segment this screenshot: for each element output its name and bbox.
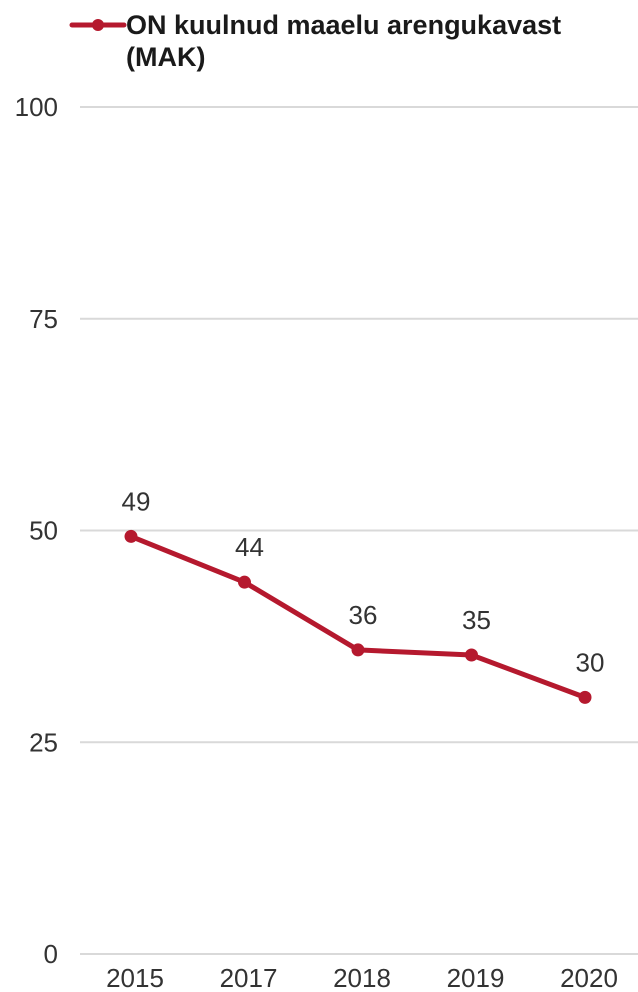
y-tick-label-25: 25 (29, 727, 58, 757)
data-label-2015: 49 (122, 486, 151, 516)
legend-series-marker (92, 19, 104, 31)
data-point-2020 (578, 690, 592, 704)
x-axis: 2015 2017 2018 2019 2020 (106, 963, 618, 992)
legend-series-label-line-2: (MAK) (126, 42, 205, 72)
y-tick-label-50: 50 (29, 516, 58, 546)
data-labels: 49 44 36 35 30 (122, 486, 605, 677)
data-label-2018: 36 (349, 600, 378, 630)
data-label-2019: 35 (462, 605, 491, 635)
y-axis: 0 25 50 75 100 (15, 92, 58, 969)
data-point-2015 (124, 529, 138, 543)
data-point-2017 (238, 575, 251, 589)
y-tick-label-100: 100 (15, 92, 58, 122)
series-group (124, 529, 592, 704)
x-tick-label-2015: 2015 (106, 963, 164, 992)
legend-series-label-line-1: ON kuulnud maaelu arengukavast (126, 10, 561, 40)
x-tick-label-2020: 2020 (560, 963, 618, 992)
data-label-2017: 44 (235, 532, 264, 562)
y-tick-label-0: 0 (44, 939, 58, 969)
x-tick-label-2018: 2018 (333, 963, 391, 992)
legend: ON kuulnud maaelu arengukavast (MAK) (69, 10, 561, 72)
data-point-2019 (465, 648, 478, 662)
x-tick-label-2019: 2019 (447, 963, 505, 992)
y-tick-label-75: 75 (29, 304, 58, 334)
gridlines (80, 106, 638, 955)
data-point-2018 (351, 643, 365, 657)
x-tick-label-2017: 2017 (220, 963, 278, 992)
data-label-2020: 30 (576, 647, 605, 677)
